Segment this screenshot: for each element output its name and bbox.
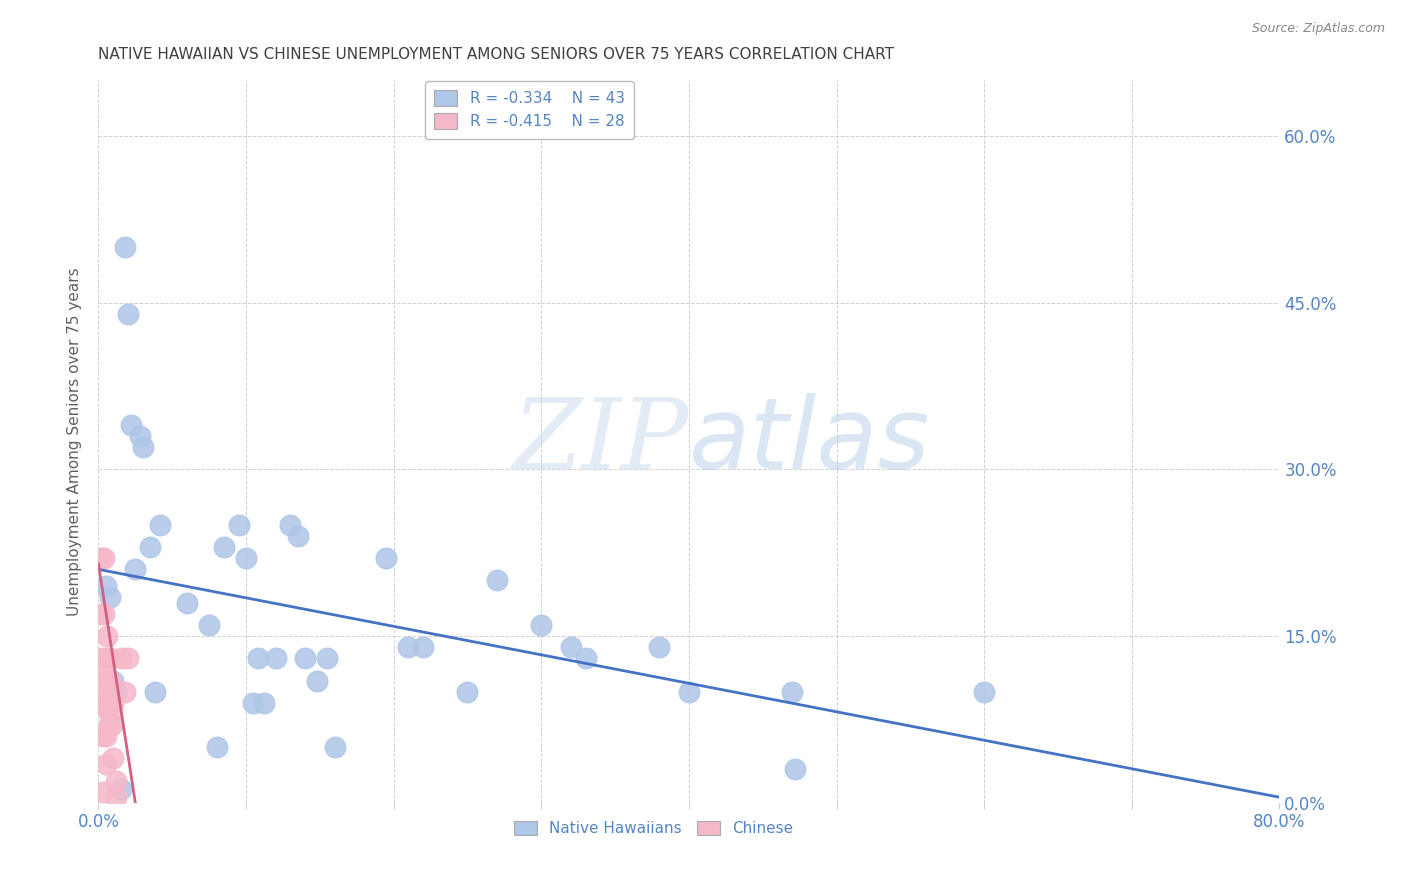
Text: ZIP: ZIP <box>513 394 689 489</box>
Point <box>90 551 112 566</box>
Point <box>132 440 155 454</box>
Point <box>90 651 112 665</box>
Point <box>678 684 700 698</box>
Point <box>128 429 150 443</box>
Point <box>139 540 162 554</box>
Point <box>143 684 166 698</box>
Point <box>100 718 122 732</box>
Point <box>323 740 346 755</box>
Point <box>94 701 117 715</box>
Point <box>486 574 509 588</box>
Point <box>120 417 142 432</box>
Point <box>105 773 128 788</box>
Legend: Native Hawaiians, Chinese: Native Hawaiians, Chinese <box>508 814 799 842</box>
Point <box>97 718 120 732</box>
Point <box>94 673 117 688</box>
Point <box>91 785 114 799</box>
Point <box>98 706 121 721</box>
Point <box>235 551 257 566</box>
Point <box>114 240 136 254</box>
Point <box>294 651 316 665</box>
Point <box>530 618 553 632</box>
Text: NATIVE HAWAIIAN VS CHINESE UNEMPLOYMENT AMONG SENIORS OVER 75 YEARS CORRELATION : NATIVE HAWAIIAN VS CHINESE UNEMPLOYMENT … <box>98 47 894 62</box>
Point <box>94 729 117 743</box>
Point <box>91 662 114 676</box>
Point <box>246 651 269 665</box>
Point <box>105 790 128 805</box>
Point <box>205 740 228 755</box>
Point <box>98 673 121 688</box>
Point <box>103 751 125 765</box>
Point <box>94 756 117 771</box>
Point <box>176 596 198 610</box>
Text: Source: ZipAtlas.com: Source: ZipAtlas.com <box>1251 22 1385 36</box>
Point <box>973 684 995 698</box>
Point <box>198 618 221 632</box>
Point <box>114 684 136 698</box>
Point <box>149 517 172 532</box>
Point <box>90 607 112 621</box>
Point <box>110 651 132 665</box>
Point <box>124 562 146 576</box>
Point <box>375 551 398 566</box>
Point <box>94 651 117 665</box>
Point <box>91 729 114 743</box>
Y-axis label: Unemployment Among Seniors over 75 years: Unemployment Among Seniors over 75 years <box>67 268 83 615</box>
Point <box>785 763 807 777</box>
Point <box>91 696 114 710</box>
Point <box>253 696 276 710</box>
Point <box>110 782 132 797</box>
Point <box>305 673 328 688</box>
Point <box>97 651 120 665</box>
Point <box>264 651 287 665</box>
Point <box>103 696 125 710</box>
Point <box>287 529 309 543</box>
Point <box>96 629 118 643</box>
Point <box>117 651 139 665</box>
Point <box>782 684 804 698</box>
Point <box>93 551 115 566</box>
Point <box>94 579 117 593</box>
Point <box>103 673 125 688</box>
Point <box>212 540 235 554</box>
Point <box>457 684 479 698</box>
Point <box>96 684 118 698</box>
Point <box>398 640 420 655</box>
Point <box>560 640 582 655</box>
Point <box>316 651 339 665</box>
Point <box>228 517 250 532</box>
Text: atlas: atlas <box>689 393 931 490</box>
Point <box>648 640 671 655</box>
Point <box>105 684 128 698</box>
Point <box>98 590 121 604</box>
Point <box>117 307 139 321</box>
Point <box>242 696 264 710</box>
Point <box>280 517 302 532</box>
Point <box>412 640 434 655</box>
Point <box>575 651 598 665</box>
Point <box>93 607 115 621</box>
